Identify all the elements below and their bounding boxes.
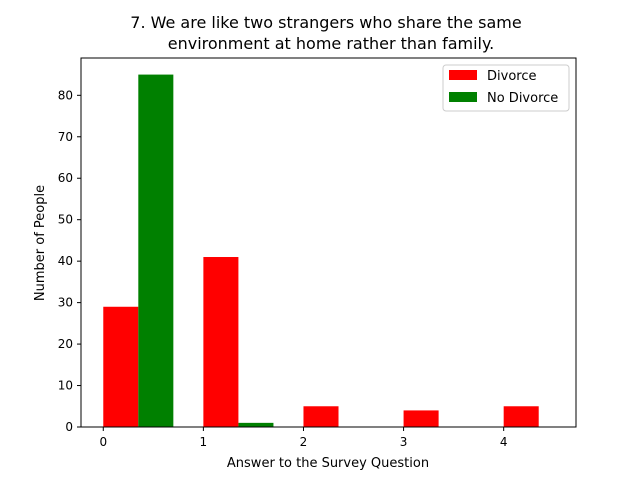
bar-divorce-3 xyxy=(403,410,439,427)
x-tick-label: 2 xyxy=(300,435,308,449)
x-tick-label: 4 xyxy=(500,435,508,449)
y-tick-label: 40 xyxy=(58,254,73,268)
y-tick-label: 60 xyxy=(58,171,73,185)
bars-group xyxy=(103,74,539,428)
legend-label-no-divorce: No Divorce xyxy=(487,91,558,106)
y-tick-label: 20 xyxy=(58,337,73,351)
bar-no-divorce-1 xyxy=(238,422,274,427)
y-tick-label: 70 xyxy=(58,130,73,144)
y-tick-label: 0 xyxy=(65,420,73,434)
x-axis-ticks: 0 1 2 3 4 xyxy=(99,427,507,449)
legend-swatch-divorce xyxy=(449,70,477,80)
y-axis-label: Number of People xyxy=(33,185,48,301)
plot-frame xyxy=(80,57,577,428)
chart-title-line-1: 7. We are like two strangers who share t… xyxy=(130,13,521,32)
bar-divorce-0 xyxy=(103,306,139,427)
legend-label-divorce: Divorce xyxy=(487,69,536,84)
x-tick-label: 3 xyxy=(400,435,408,449)
bar-divorce-1 xyxy=(203,257,239,427)
x-axis-label: Answer to the Survey Question xyxy=(227,456,429,471)
y-tick-label: 30 xyxy=(58,296,73,310)
y-axis-ticks: 0 10 20 30 40 50 60 70 80 xyxy=(58,88,81,434)
x-tick-label: 0 xyxy=(99,435,107,449)
bar-no-divorce-0 xyxy=(138,74,174,428)
chart-title-line-2: environment at home rather than family. xyxy=(168,34,495,53)
legend-swatch-no-divorce xyxy=(449,92,477,102)
y-tick-label: 10 xyxy=(58,379,73,393)
legend: Divorce No Divorce xyxy=(442,64,570,112)
y-tick-label: 80 xyxy=(58,88,73,102)
y-tick-label: 50 xyxy=(58,213,73,227)
bar-divorce-2 xyxy=(303,406,339,427)
bar-divorce-4 xyxy=(503,406,539,427)
x-tick-label: 1 xyxy=(200,435,208,449)
